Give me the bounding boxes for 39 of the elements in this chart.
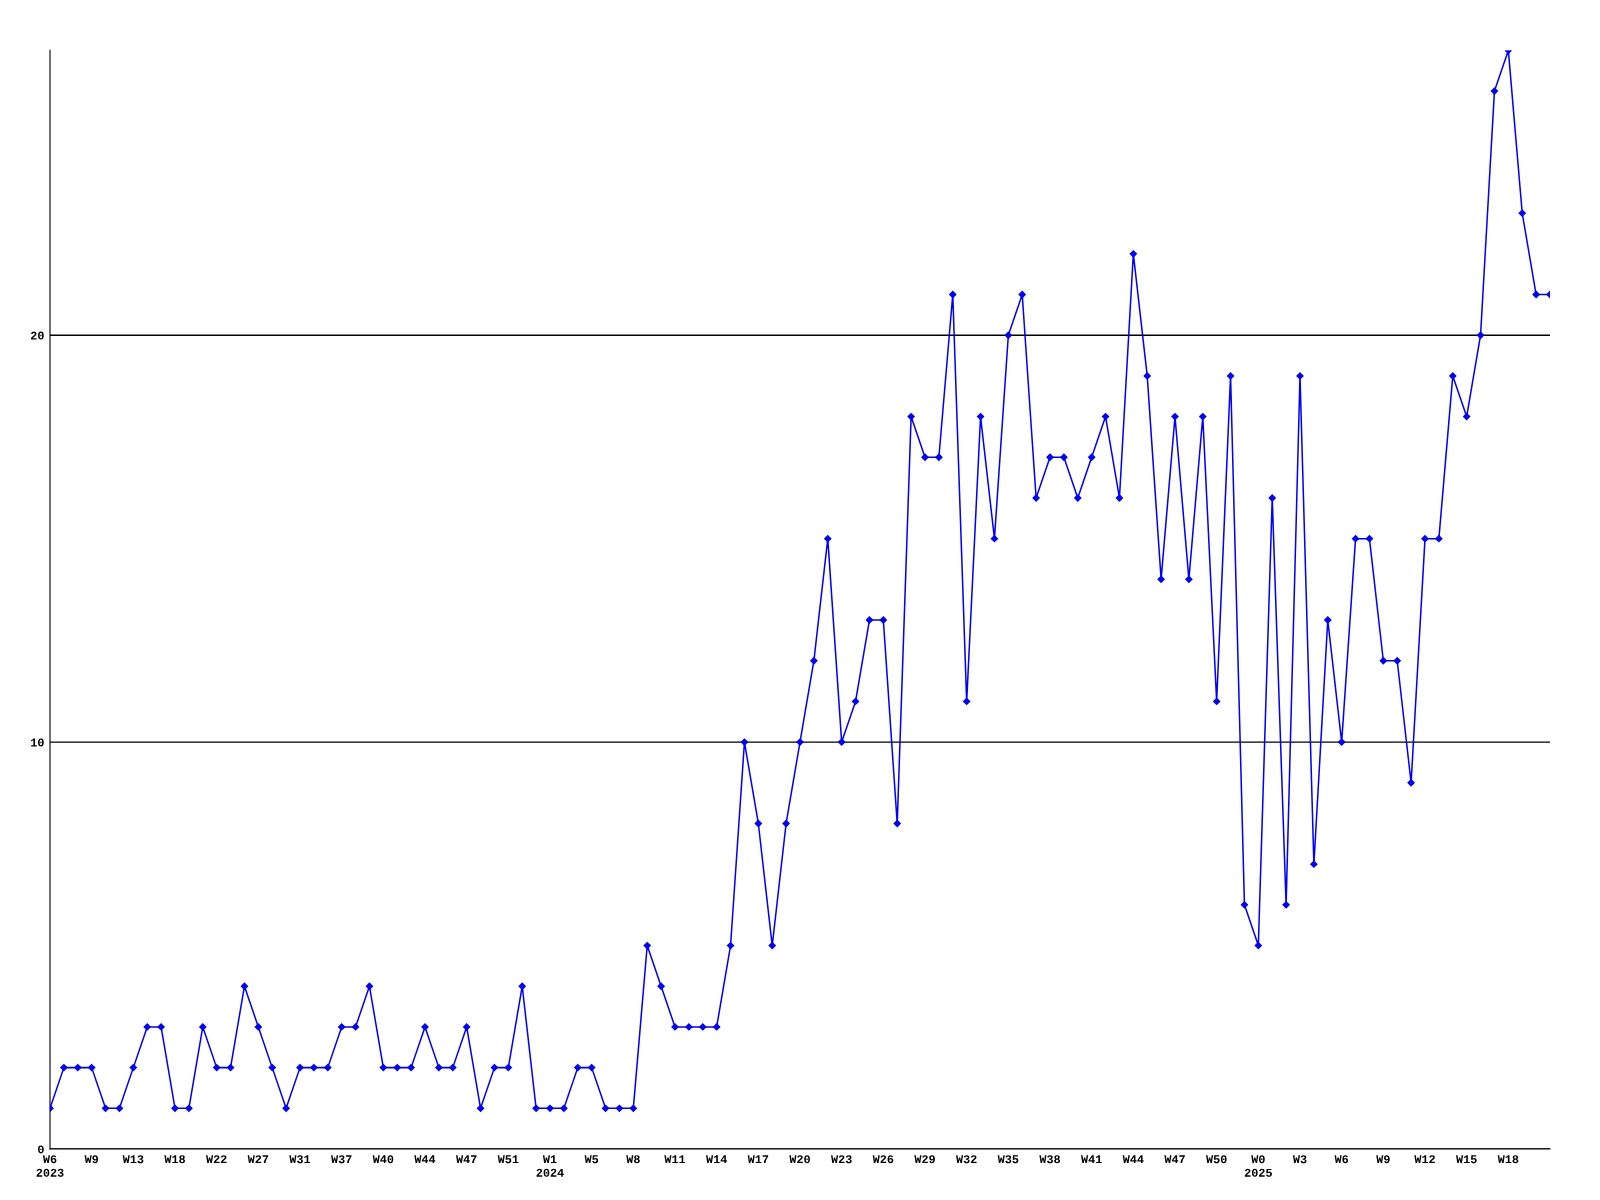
x-tick-label: W5	[584, 1155, 599, 1164]
x-tick-label: W17	[747, 1155, 769, 1164]
x-tick-label: W1 2024	[536, 1155, 564, 1177]
x-tick-label: W0 2025	[1244, 1155, 1272, 1177]
x-tick-label: W51	[497, 1155, 519, 1164]
x-tick-label: W11	[664, 1155, 686, 1164]
x-tick-label: W47	[1164, 1155, 1185, 1164]
x-tick-label: W44	[414, 1155, 436, 1164]
x-tick-label: W44	[1122, 1155, 1144, 1164]
x-tick-label: W20	[789, 1155, 810, 1164]
x-tick-label: W18	[1497, 1155, 1519, 1164]
x-tick-label: W3	[1292, 1155, 1307, 1164]
x-tick-label: W14	[706, 1155, 727, 1164]
x-tick-label: W41	[1081, 1155, 1102, 1164]
y-tick-label: 10	[31, 738, 44, 747]
x-tick-label: W31	[289, 1155, 311, 1164]
x-tick-label: W8	[626, 1155, 640, 1164]
x-tick-label: W40	[372, 1155, 394, 1164]
x-tick-label: W12	[1414, 1155, 1435, 1164]
x-tick-label: W29	[914, 1155, 935, 1164]
x-tick-label: W22	[206, 1155, 227, 1164]
x-tick-label: W26	[872, 1155, 894, 1164]
x-tick-label: W32	[956, 1155, 977, 1164]
x-tick-label: W47	[456, 1155, 477, 1164]
x-tick-label: W18	[164, 1155, 185, 1164]
x-tick-label: W9	[1376, 1155, 1390, 1164]
x-tick-label: W35	[997, 1155, 1019, 1164]
x-tick-label: W23	[831, 1155, 852, 1164]
x-tick-label: W9	[84, 1155, 99, 1164]
x-tick-label: W6	[1334, 1155, 1349, 1164]
x-tick-label: W15	[1456, 1155, 1477, 1164]
y-tick-label: 20	[30, 331, 44, 340]
x-tick-label: W13	[122, 1155, 144, 1164]
y-tick-label: 0	[38, 1145, 44, 1154]
x-tick-label: W38	[1039, 1155, 1060, 1164]
x-tick-label: W50	[1206, 1155, 1227, 1164]
x-tick-label: W27	[247, 1155, 269, 1164]
x-tick-label: W6 2023	[36, 1155, 64, 1177]
x-tick-label: W37	[331, 1155, 352, 1164]
